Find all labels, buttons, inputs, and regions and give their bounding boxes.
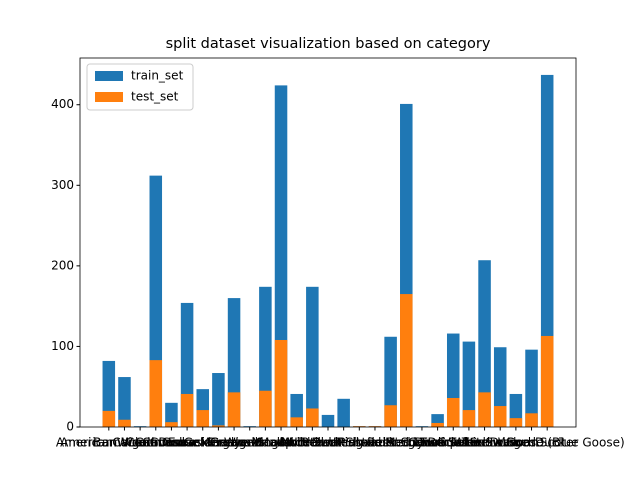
legend-swatch <box>95 92 123 102</box>
x-tick-label: Tufted Duck <box>448 436 520 450</box>
x-tick-label: Snow Goose (Blue Goose) <box>470 436 625 450</box>
bar <box>321 414 335 427</box>
x-tick-label: Eurasian Wigeon <box>168 436 269 450</box>
bar <box>227 392 241 427</box>
bar <box>133 426 147 427</box>
bar <box>431 422 444 427</box>
bar <box>478 392 491 427</box>
x-tick-label: Snow Goose <box>401 436 475 450</box>
x-tick-label: Green-winged Teal <box>210 436 321 450</box>
bar <box>384 405 397 427</box>
legend-label: test_set <box>131 90 179 104</box>
bar <box>446 397 460 427</box>
y-tick-label: 300 <box>51 178 74 192</box>
bar <box>509 418 523 427</box>
bar <box>165 402 178 427</box>
x-tick-label: Red-breasted Merganser <box>301 436 449 450</box>
bar <box>462 341 476 427</box>
bar <box>118 419 131 427</box>
bar <box>337 398 350 427</box>
x-tick-label: Surf Scoter <box>420 436 487 450</box>
bar <box>212 373 225 427</box>
axes-frame <box>79 57 577 428</box>
x-tick-label: Ruddy Duck <box>386 436 458 450</box>
x-tick-label: Greater Scaup <box>207 436 293 450</box>
bar <box>415 426 429 427</box>
bar <box>478 260 491 427</box>
bar <box>540 335 554 427</box>
x-tick-label: Common Goldeneye <box>126 436 248 450</box>
x-tick-label: Tundra Swan <box>461 436 539 450</box>
x-tick-label: Barnacle Goose <box>93 436 187 450</box>
bar <box>118 377 131 427</box>
x-tick-label: American Wood Duck <box>60 436 189 450</box>
bar <box>462 410 476 427</box>
x-tick-label: Ross's Goose <box>367 436 446 450</box>
y-tick-label: 400 <box>51 97 74 111</box>
bar <box>196 410 210 427</box>
bar <box>149 360 163 427</box>
x-tick-label: Mallard <box>259 436 303 450</box>
y-tick-label: 200 <box>51 258 74 272</box>
bar <box>525 413 538 427</box>
x-tick-label: Canada Goose <box>112 436 199 450</box>
x-tick-label: Trumpeter Swan <box>419 436 518 450</box>
bar <box>243 426 256 427</box>
x-tick-label: Mute Swan <box>279 436 345 450</box>
bar <box>525 349 538 427</box>
bar <box>353 426 366 427</box>
bar <box>290 417 303 427</box>
bar <box>165 422 178 427</box>
y-tick-label: 0 <box>66 420 74 434</box>
x-tick-label: Ring-necked Duck <box>336 436 445 450</box>
bar <box>384 336 397 427</box>
bar <box>102 360 116 427</box>
x-tick-label: Gadwall <box>210 436 258 450</box>
x-tick-label: Wood Duck <box>498 436 566 450</box>
bar <box>306 286 319 427</box>
bar <box>212 425 225 427</box>
legend-label: train_set <box>131 69 184 83</box>
x-tick-label: Mandarin Duck <box>251 436 341 450</box>
x-tick-label: Common Merganser <box>142 436 264 450</box>
bar <box>102 410 116 427</box>
x-tick-label: Northern Shoveler <box>289 436 399 450</box>
bar <box>180 393 194 427</box>
bar <box>400 294 413 427</box>
x-tick-label: Northern Pintail <box>281 436 375 450</box>
chart-title: split dataset visualization based on cat… <box>166 36 491 52</box>
x-tick-label: Canvasback <box>135 436 208 450</box>
bar <box>306 408 319 427</box>
bar <box>493 406 507 427</box>
x-tick-label: American Wigeon <box>56 436 162 450</box>
bar <box>259 390 272 427</box>
x-tick-label: Redhead <box>333 436 386 450</box>
legend-swatch <box>95 71 123 81</box>
x-tick-label: White-winged Scoter <box>453 436 578 450</box>
bar <box>274 339 288 427</box>
bar <box>368 426 382 427</box>
y-tick-label: 100 <box>51 339 74 353</box>
